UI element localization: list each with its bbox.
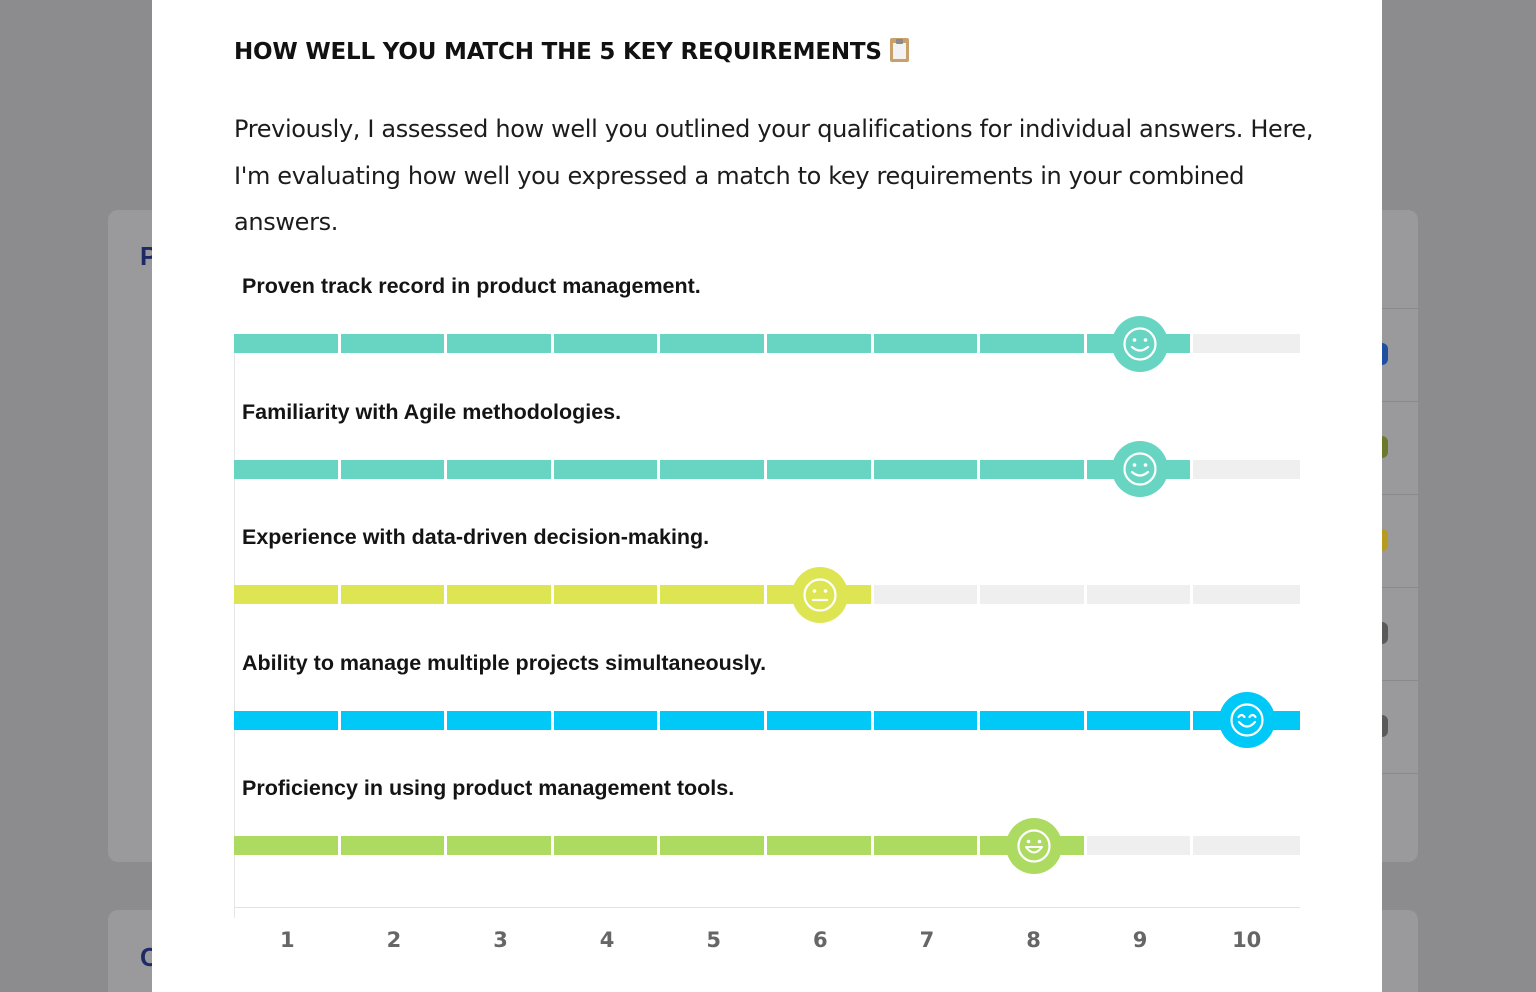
axis-tick-label: 3 (493, 928, 508, 952)
background-divider (1382, 494, 1418, 495)
score-bar-segment (234, 585, 338, 604)
score-face-icon (1112, 315, 1169, 372)
score-bar-segment (980, 585, 1084, 604)
modal-title: HOW WELL YOU MATCH THE 5 KEY REQUIREMENT… (234, 38, 909, 65)
score-bar-segment (447, 585, 551, 604)
axis-tick-label: 9 (1132, 928, 1148, 952)
score-bar-segment (553, 836, 658, 855)
requirement-label: Ability to manage multiple projects simu… (242, 650, 767, 675)
score-bar-segment (447, 836, 551, 855)
score-bar-segment (767, 459, 871, 479)
score-bar-segment (340, 459, 445, 479)
score-bar-segment (234, 710, 338, 730)
score-bar-segment (1193, 585, 1300, 604)
score-bar-segment (980, 459, 1084, 479)
score-bar-segment (660, 836, 764, 855)
clipboard-icon (889, 38, 909, 62)
score-bar-segment (447, 459, 551, 479)
score-bar-segment (767, 334, 871, 353)
score-bar-segment (340, 334, 445, 353)
axis-tick-label: 6 (812, 928, 828, 952)
background-divider (1382, 680, 1418, 681)
chart-axis-left (234, 350, 235, 918)
requirement-label: Familiarity with Agile methodologies. (242, 399, 622, 424)
background-divider (1382, 587, 1418, 588)
requirements-match-modal: HOW WELL YOU MATCH THE 5 KEY REQUIREMENT… (152, 0, 1382, 992)
modal-title-text: HOW WELL YOU MATCH THE 5 KEY REQUIREMENT… (234, 39, 882, 65)
score-bar-segment (1193, 459, 1300, 479)
score-bar-segment (234, 459, 338, 479)
axis-tick-label: 7 (919, 928, 935, 952)
score-bar-segment (660, 459, 764, 479)
score-bar-segment (660, 710, 764, 730)
score-bar-segment (873, 459, 978, 479)
axis-tick-label: 10 (1232, 928, 1262, 952)
score-bar-segment (553, 585, 658, 604)
score-face-icon (1005, 817, 1062, 874)
score-bar-segment (447, 710, 551, 730)
score-bar-segment (873, 836, 978, 855)
score-bar-segment (1086, 585, 1191, 604)
score-bar-segment (980, 710, 1084, 730)
score-bar-segment (553, 710, 658, 730)
score-bar-segment (980, 334, 1084, 353)
score-bar-segment (1086, 836, 1191, 855)
score-bar-segment (873, 585, 978, 604)
score-bar-segment (553, 459, 658, 479)
requirements-score-chart: Proven track record in product managemen… (234, 260, 1300, 980)
axis-tick-label: 2 (386, 928, 402, 952)
score-bar-segment (873, 710, 978, 730)
score-face-icon (792, 566, 849, 623)
score-bar-segment (873, 334, 978, 353)
score-bar-segment (767, 710, 871, 730)
axis-tick-label: 5 (706, 928, 721, 952)
modal-intro-text: Previously, I assessed how well you outl… (234, 115, 1314, 236)
score-bar-segment (340, 585, 445, 604)
chart-axis-bottom (234, 907, 1300, 908)
score-face-icon (1218, 692, 1275, 748)
axis-tick-label: 4 (599, 928, 615, 952)
score-bar-segment (660, 334, 764, 353)
axis-tick-label: 1 (279, 928, 295, 952)
score-bar-segment (1193, 334, 1300, 353)
score-bar-segment (767, 836, 871, 855)
axis-tick-label: 8 (1026, 928, 1041, 952)
background-divider (1382, 308, 1418, 309)
score-bar-segment (553, 334, 658, 353)
score-bar-segment (1193, 836, 1300, 855)
score-bar-segment (1086, 710, 1191, 730)
score-bar-segment (234, 836, 338, 855)
score-bar-segment (340, 836, 445, 855)
score-bar-segment (234, 334, 338, 353)
score-bar-segment (340, 710, 445, 730)
score-bar-segment (660, 585, 764, 604)
score-face-icon (1112, 441, 1169, 497)
requirement-label: Proficiency in using product management … (242, 776, 735, 800)
requirement-label: Proven track record in product managemen… (242, 274, 701, 298)
score-bar-segment (447, 334, 551, 353)
requirement-label: Experience with data-driven decision-mak… (242, 525, 710, 549)
background-divider (1382, 401, 1418, 402)
background-divider (1382, 773, 1418, 774)
